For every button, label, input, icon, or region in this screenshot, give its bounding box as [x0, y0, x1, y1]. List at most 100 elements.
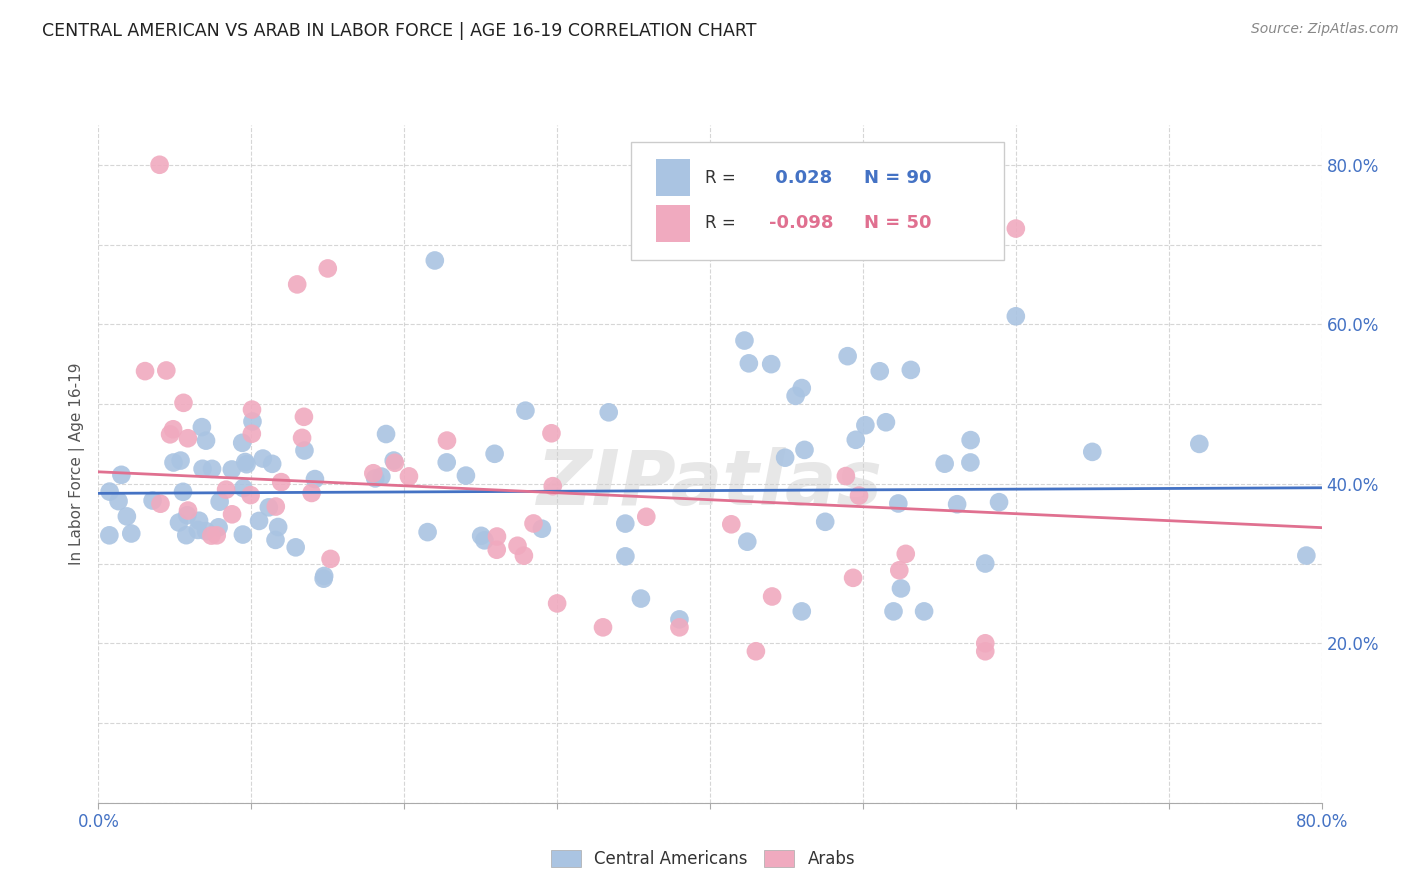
- Point: [382, 453, 405, 467]
- Text: -0.098: -0.098: [769, 214, 834, 232]
- Point: [637, 174, 661, 188]
- Point: [159, 427, 181, 442]
- Point: [946, 497, 969, 511]
- Point: [912, 604, 935, 618]
- Point: [598, 405, 620, 419]
- Text: R =: R =: [706, 214, 741, 232]
- Bar: [657, 159, 690, 196]
- Point: [423, 253, 446, 268]
- Text: N = 50: N = 50: [865, 214, 932, 232]
- Point: [177, 431, 200, 445]
- Point: [110, 467, 132, 482]
- Point: [592, 620, 614, 634]
- Point: [149, 497, 172, 511]
- Point: [668, 612, 690, 626]
- Point: [200, 528, 222, 542]
- Point: [974, 557, 997, 571]
- Point: [485, 529, 508, 543]
- Point: [242, 414, 264, 428]
- Text: CENTRAL AMERICAN VS ARAB IN LABOR FORCE | AGE 16-19 CORRELATION CHART: CENTRAL AMERICAN VS ARAB IN LABOR FORCE …: [42, 22, 756, 40]
- Point: [470, 529, 492, 543]
- Point: [790, 381, 813, 395]
- Point: [188, 514, 211, 528]
- Point: [284, 541, 307, 555]
- Point: [262, 457, 284, 471]
- Point: [221, 508, 243, 522]
- Point: [177, 503, 200, 517]
- Point: [215, 483, 238, 497]
- Point: [546, 596, 568, 610]
- Text: R =: R =: [706, 169, 741, 186]
- Point: [257, 500, 280, 515]
- Point: [773, 450, 796, 465]
- Point: [436, 455, 458, 469]
- Point: [291, 431, 314, 445]
- Point: [98, 484, 121, 499]
- Point: [959, 433, 981, 447]
- Text: Source: ZipAtlas.com: Source: ZipAtlas.com: [1251, 22, 1399, 37]
- Point: [894, 547, 917, 561]
- Point: [172, 484, 194, 499]
- Point: [221, 462, 243, 476]
- Point: [630, 591, 652, 606]
- Point: [436, 434, 458, 448]
- Point: [934, 457, 956, 471]
- Point: [235, 457, 257, 471]
- Point: [842, 571, 865, 585]
- Point: [974, 644, 997, 658]
- Point: [191, 420, 214, 434]
- Point: [875, 415, 897, 429]
- Point: [231, 435, 253, 450]
- Point: [239, 488, 262, 502]
- Point: [294, 443, 316, 458]
- Point: [790, 604, 813, 618]
- Point: [714, 174, 737, 188]
- Point: [247, 514, 270, 528]
- Point: [837, 349, 859, 363]
- Text: ZIPatlas: ZIPatlas: [537, 447, 883, 521]
- Point: [883, 604, 905, 618]
- Point: [890, 582, 912, 596]
- Point: [191, 462, 214, 476]
- Point: [232, 481, 254, 495]
- Point: [974, 636, 997, 650]
- Point: [208, 494, 231, 508]
- Point: [172, 396, 194, 410]
- Text: N = 90: N = 90: [865, 169, 932, 186]
- Point: [485, 542, 508, 557]
- Point: [668, 620, 690, 634]
- Point: [375, 427, 398, 442]
- Point: [759, 357, 782, 371]
- Point: [614, 549, 637, 564]
- Point: [541, 479, 564, 493]
- Point: [314, 569, 336, 583]
- Point: [195, 434, 218, 448]
- Point: [733, 334, 755, 348]
- Point: [522, 516, 544, 531]
- Point: [364, 471, 387, 485]
- Point: [1081, 445, 1104, 459]
- Point: [540, 426, 562, 441]
- Point: [201, 462, 224, 476]
- Point: [959, 455, 981, 469]
- Point: [738, 356, 761, 370]
- Point: [416, 525, 439, 540]
- Point: [155, 363, 177, 377]
- Point: [814, 515, 837, 529]
- Point: [889, 563, 911, 577]
- Point: [187, 523, 209, 537]
- Point: [232, 527, 254, 541]
- Point: [107, 494, 129, 508]
- Point: [264, 533, 287, 547]
- Point: [292, 409, 315, 424]
- Point: [761, 590, 783, 604]
- Point: [240, 426, 263, 441]
- Point: [887, 496, 910, 510]
- Point: [720, 517, 742, 532]
- Point: [301, 486, 323, 500]
- Point: [267, 520, 290, 534]
- Point: [316, 261, 339, 276]
- Point: [363, 467, 385, 481]
- Point: [252, 451, 274, 466]
- Point: [120, 526, 142, 541]
